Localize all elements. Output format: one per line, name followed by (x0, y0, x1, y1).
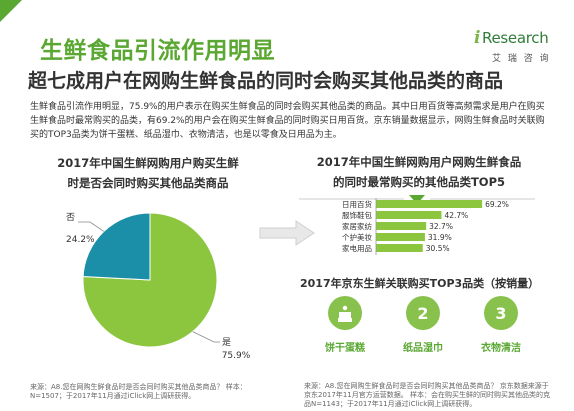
iresearch-logo: i Research 艾 瑞 咨 询 (474, 26, 549, 68)
bar (376, 244, 423, 252)
bar (376, 211, 442, 219)
pie-chart-title: 2017年中国生鲜网购用户购买生鲜 时是否会同时购买其他品类商品 (48, 153, 248, 193)
jd-top3-list: 饼干蛋糕 2 纸品湿巾 3 衣物清洁 (306, 296, 546, 371)
pie-slice-value: 24.2% (66, 235, 95, 245)
pie-slice-value: 75.9% (222, 351, 251, 361)
jd-top3-title: 2017年京东生鲜关联购买TOP3品类（按销量） (300, 277, 540, 290)
jd-top3-item: 饼干蛋糕 (310, 296, 380, 354)
bar-value-label: 69.2% (485, 200, 509, 209)
bar-category-label: 个护美妆 (342, 232, 372, 242)
page-title: 生鲜食品引流作用明显 (40, 38, 275, 64)
bar-value-label: 31.9% (428, 233, 452, 242)
jd-top3-item: 3 衣物清洁 (466, 296, 536, 354)
pie-chart: 是 75.9% 否 24.2% (66, 212, 251, 361)
source-note-left: 来源：A8.您在网购生鲜食品时是否会同时购买其他品类商品？ 样本：N=1507；… (30, 383, 247, 400)
bar-category-label: 服饰鞋包 (342, 210, 372, 220)
bar-chart-title-line2: 的同时最常购买的其他品类TOP5 (332, 175, 506, 189)
pie-chart-title-line1: 2017年中国生鲜网购用户购买生鲜 (57, 156, 239, 170)
pie-leader-line (192, 331, 220, 343)
rank-3-icon: 3 (484, 296, 518, 330)
summary-paragraph: 生鲜食品引流作用明显，75.9%的用户表示在购买生鲜食品的同时会购买其他品类的商… (30, 102, 545, 140)
bar-category-label: 家居家纺 (342, 221, 372, 231)
bar-chart: 日用百货 69.2% 服饰鞋包 42.7% 家居家纺 32.7% 个护美妆 31.9% 家电用品… (342, 198, 509, 255)
jd-top3-item: 2 纸品湿巾 (388, 296, 458, 354)
arrow-icon (259, 220, 315, 246)
logo-text: Research (482, 29, 549, 47)
jd-top3-label: 纸品湿巾 (403, 343, 443, 354)
source-note-right: 来源：A8.您在网购生鲜食品时是否会同时购买其他品类商品？ 京东数据来源于京东2… (304, 382, 550, 408)
pie-slice-label: 是 (222, 337, 231, 348)
pie-slice-label: 否 (66, 212, 75, 223)
jd-top3-num: 2 (417, 303, 429, 323)
pie-leader-line (78, 221, 105, 232)
bar-value-label: 30.5% (426, 244, 450, 253)
page-subtitle: 超七成用户在网购生鲜食品的同时会购买其他品类的商品 (28, 70, 504, 92)
bar (376, 233, 425, 241)
bar-value-label: 42.7% (444, 211, 468, 220)
bar-category-label: 家电用品 (342, 243, 372, 253)
bar-category-label: 日用百货 (342, 199, 372, 209)
jd-top3-num: 3 (495, 303, 507, 323)
pie-chart-title-line2: 时是否会同时购买其他品类商品 (67, 176, 229, 190)
rank-2-icon: 2 (406, 296, 440, 330)
cake-icon (328, 296, 362, 330)
logo-subtext: 艾 瑞 咨 询 (492, 54, 551, 64)
bar-value-label: 32.7% (429, 222, 453, 231)
jd-top3-label: 衣物清洁 (481, 343, 521, 354)
bar (376, 200, 483, 208)
jd-top3-label: 饼干蛋糕 (325, 343, 365, 354)
bar-chart-title: 2017年中国生鲜网购用户网购生鲜食品 的同时最常购买的其他品类TOP5 (304, 152, 534, 192)
pie-slice (82, 212, 151, 281)
logo-i: i (474, 28, 481, 48)
section-divider (299, 195, 535, 204)
corner-decoration (0, 0, 22, 22)
bar-chart-title-line1: 2017年中国生鲜网购用户网购生鲜食品 (316, 155, 522, 169)
bar (376, 222, 427, 230)
